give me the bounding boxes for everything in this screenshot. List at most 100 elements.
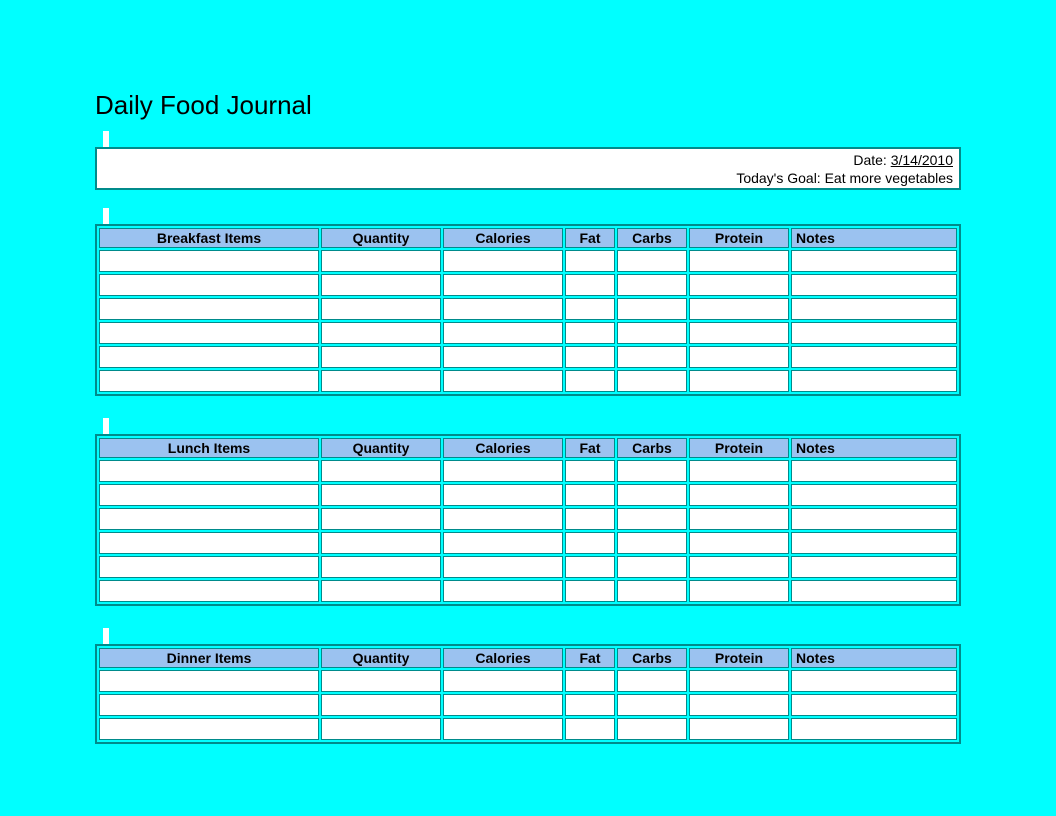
table-cell[interactable] bbox=[443, 346, 563, 368]
table-cell[interactable] bbox=[565, 718, 615, 740]
table-cell[interactable] bbox=[689, 322, 789, 344]
table-cell[interactable] bbox=[321, 298, 441, 320]
table-cell[interactable] bbox=[689, 460, 789, 482]
table-cell[interactable] bbox=[565, 580, 615, 602]
table-cell[interactable] bbox=[617, 670, 687, 692]
table-cell[interactable] bbox=[617, 484, 687, 506]
table-cell[interactable] bbox=[99, 250, 319, 272]
table-cell[interactable] bbox=[689, 484, 789, 506]
table-cell[interactable] bbox=[321, 322, 441, 344]
table-cell[interactable] bbox=[565, 532, 615, 554]
table-cell[interactable] bbox=[443, 250, 563, 272]
table-cell[interactable] bbox=[565, 508, 615, 530]
table-cell[interactable] bbox=[565, 250, 615, 272]
table-cell[interactable] bbox=[565, 346, 615, 368]
table-cell[interactable] bbox=[99, 580, 319, 602]
table-cell[interactable] bbox=[321, 556, 441, 578]
table-cell[interactable] bbox=[791, 298, 957, 320]
table-cell[interactable] bbox=[443, 580, 563, 602]
table-cell[interactable] bbox=[443, 322, 563, 344]
table-cell[interactable] bbox=[321, 460, 441, 482]
table-cell[interactable] bbox=[321, 718, 441, 740]
table-cell[interactable] bbox=[99, 298, 319, 320]
table-cell[interactable] bbox=[321, 346, 441, 368]
table-cell[interactable] bbox=[565, 322, 615, 344]
table-cell[interactable] bbox=[791, 718, 957, 740]
table-cell[interactable] bbox=[617, 322, 687, 344]
table-cell[interactable] bbox=[443, 484, 563, 506]
table-cell[interactable] bbox=[689, 580, 789, 602]
table-cell[interactable] bbox=[321, 670, 441, 692]
table-cell[interactable] bbox=[791, 346, 957, 368]
table-cell[interactable] bbox=[617, 370, 687, 392]
table-cell[interactable] bbox=[443, 298, 563, 320]
table-cell[interactable] bbox=[443, 694, 563, 716]
table-cell[interactable] bbox=[791, 322, 957, 344]
table-cell[interactable] bbox=[689, 298, 789, 320]
table-cell[interactable] bbox=[617, 694, 687, 716]
table-cell[interactable] bbox=[443, 370, 563, 392]
table-cell[interactable] bbox=[791, 532, 957, 554]
table-cell[interactable] bbox=[321, 532, 441, 554]
table-cell[interactable] bbox=[443, 508, 563, 530]
table-cell[interactable] bbox=[791, 250, 957, 272]
table-cell[interactable] bbox=[99, 346, 319, 368]
table-cell[interactable] bbox=[617, 532, 687, 554]
table-cell[interactable] bbox=[99, 460, 319, 482]
table-cell[interactable] bbox=[99, 532, 319, 554]
table-cell[interactable] bbox=[321, 580, 441, 602]
table-cell[interactable] bbox=[689, 694, 789, 716]
table-cell[interactable] bbox=[689, 718, 789, 740]
table-cell[interactable] bbox=[791, 694, 957, 716]
table-cell[interactable] bbox=[565, 298, 615, 320]
table-cell[interactable] bbox=[617, 556, 687, 578]
table-cell[interactable] bbox=[321, 484, 441, 506]
table-cell[interactable] bbox=[99, 484, 319, 506]
table-cell[interactable] bbox=[99, 670, 319, 692]
table-cell[interactable] bbox=[321, 694, 441, 716]
table-cell[interactable] bbox=[99, 370, 319, 392]
table-cell[interactable] bbox=[565, 370, 615, 392]
table-cell[interactable] bbox=[565, 484, 615, 506]
table-cell[interactable] bbox=[689, 508, 789, 530]
table-cell[interactable] bbox=[791, 580, 957, 602]
table-cell[interactable] bbox=[443, 532, 563, 554]
table-cell[interactable] bbox=[791, 274, 957, 296]
table-cell[interactable] bbox=[443, 460, 563, 482]
table-cell[interactable] bbox=[617, 580, 687, 602]
table-cell[interactable] bbox=[443, 718, 563, 740]
table-cell[interactable] bbox=[443, 556, 563, 578]
table-cell[interactable] bbox=[791, 556, 957, 578]
table-cell[interactable] bbox=[443, 274, 563, 296]
table-cell[interactable] bbox=[99, 274, 319, 296]
table-cell[interactable] bbox=[565, 670, 615, 692]
table-cell[interactable] bbox=[689, 370, 789, 392]
table-cell[interactable] bbox=[791, 670, 957, 692]
table-cell[interactable] bbox=[689, 346, 789, 368]
table-cell[interactable] bbox=[99, 694, 319, 716]
table-cell[interactable] bbox=[791, 508, 957, 530]
table-cell[interactable] bbox=[689, 556, 789, 578]
table-cell[interactable] bbox=[321, 370, 441, 392]
table-cell[interactable] bbox=[443, 670, 563, 692]
table-cell[interactable] bbox=[689, 670, 789, 692]
table-cell[interactable] bbox=[617, 508, 687, 530]
table-cell[interactable] bbox=[565, 460, 615, 482]
table-cell[interactable] bbox=[617, 250, 687, 272]
table-cell[interactable] bbox=[791, 370, 957, 392]
table-cell[interactable] bbox=[321, 508, 441, 530]
table-cell[interactable] bbox=[321, 274, 441, 296]
table-cell[interactable] bbox=[565, 274, 615, 296]
table-cell[interactable] bbox=[617, 718, 687, 740]
table-cell[interactable] bbox=[565, 694, 615, 716]
table-cell[interactable] bbox=[689, 274, 789, 296]
table-cell[interactable] bbox=[617, 274, 687, 296]
table-cell[interactable] bbox=[99, 508, 319, 530]
table-cell[interactable] bbox=[791, 484, 957, 506]
table-cell[interactable] bbox=[791, 460, 957, 482]
table-cell[interactable] bbox=[617, 346, 687, 368]
table-cell[interactable] bbox=[99, 322, 319, 344]
table-cell[interactable] bbox=[321, 250, 441, 272]
table-cell[interactable] bbox=[99, 718, 319, 740]
table-cell[interactable] bbox=[617, 460, 687, 482]
